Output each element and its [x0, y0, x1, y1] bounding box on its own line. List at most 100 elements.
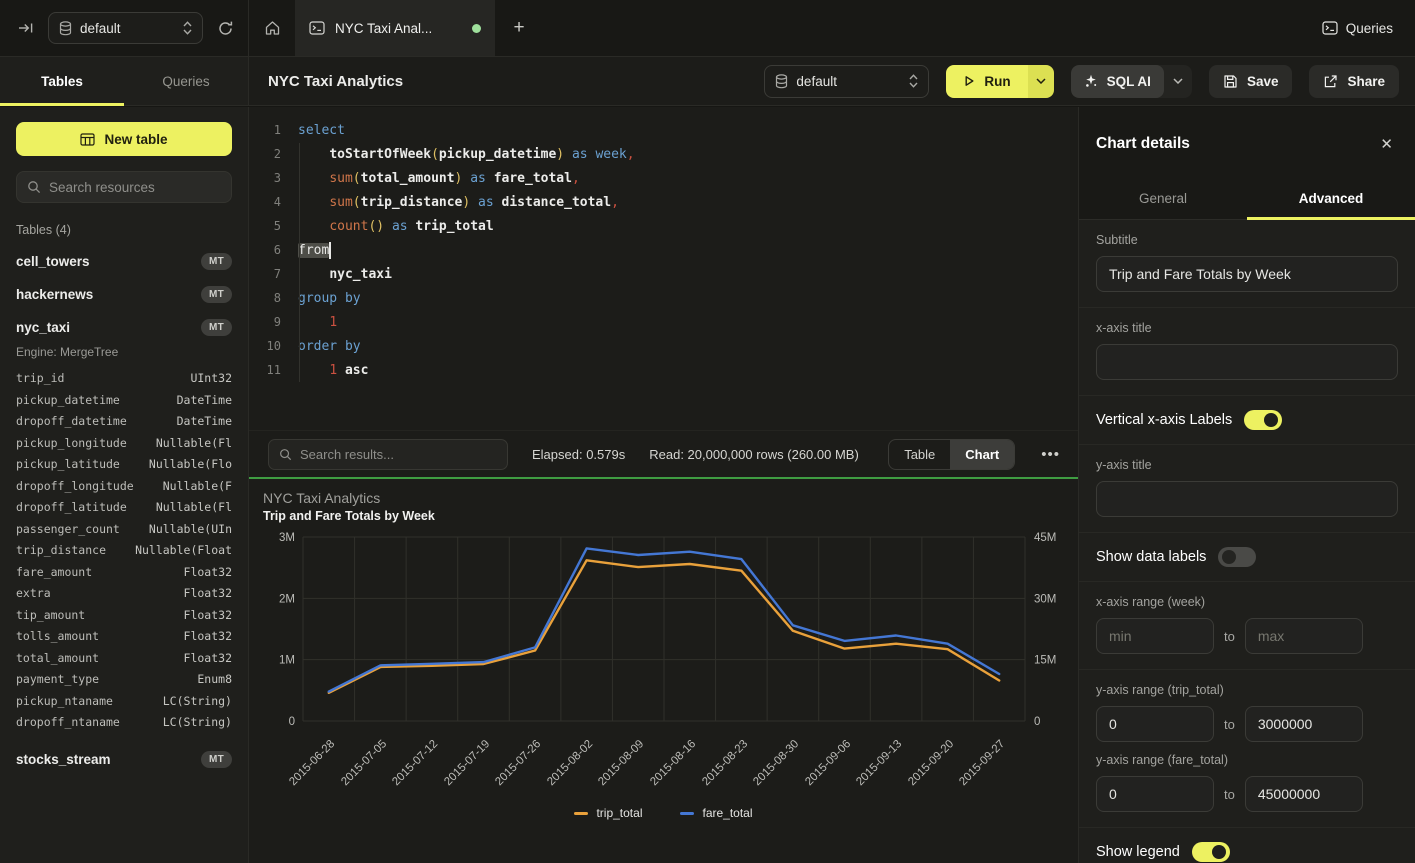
- close-icon[interactable]: ✕: [1380, 135, 1393, 153]
- sql-ai-options-button[interactable]: [1164, 65, 1192, 98]
- share-button[interactable]: Share: [1309, 64, 1399, 98]
- sidebar-tab-tables[interactable]: Tables: [0, 57, 124, 106]
- refresh-icon[interactable]: [217, 20, 234, 37]
- subtitle-input[interactable]: [1096, 256, 1398, 292]
- column-row: extra Float32: [16, 586, 232, 600]
- queries-button-label: Queries: [1345, 20, 1393, 36]
- x-axis-title-input[interactable]: [1096, 344, 1398, 380]
- x-axis-tick-label: 2015-08-16: [648, 738, 699, 789]
- table-row[interactable]: nyc_taxi MT: [16, 319, 232, 336]
- x-axis-tick-label: 2015-07-26: [493, 738, 544, 789]
- code-text: sum(total_amount) as fare_total,: [329, 170, 580, 186]
- sidebar-search-input[interactable]: [49, 179, 226, 195]
- x-range-min-input[interactable]: [1096, 618, 1214, 654]
- chart-details-panel: Chart details ✕ General Advanced Subtitl…: [1078, 107, 1415, 863]
- column-type: UInt32: [190, 371, 232, 385]
- y-range-fare-max-input[interactable]: [1244, 776, 1363, 812]
- data-labels-label: Show data labels: [1096, 549, 1207, 565]
- queries-button[interactable]: Queries: [1322, 21, 1393, 36]
- table-row[interactable]: cell_towers MT: [16, 253, 232, 270]
- column-type: Nullable(Float: [135, 543, 232, 557]
- sql-ai-button[interactable]: SQL AI: [1070, 64, 1164, 98]
- view-toggle-table[interactable]: Table: [889, 440, 950, 469]
- code-line: 4 sum(trip_distance) as distance_total,: [249, 190, 1078, 214]
- chart-details-tabs: General Advanced: [1079, 180, 1415, 220]
- sidebar-tab-queries-label: Queries: [162, 73, 210, 89]
- code-text: from: [298, 241, 332, 259]
- x-axis-tick-label: 2015-09-06: [802, 738, 853, 789]
- tab-advanced[interactable]: Advanced: [1247, 180, 1415, 220]
- x-axis-tick-label: 2015-07-19: [441, 738, 492, 789]
- y-range-trip-min-input[interactable]: [1096, 706, 1214, 742]
- sql-editor[interactable]: 1 select 2 toStartOfWeek(pickup_datetime) …: [249, 107, 1078, 430]
- legend-item[interactable]: fare_total: [680, 806, 753, 820]
- legend-label: trip_total: [596, 806, 643, 820]
- svg-text:1M: 1M: [279, 655, 295, 667]
- table-row[interactable]: stocks_stream MT: [16, 751, 232, 768]
- sidebar-tabs: Tables Queries: [0, 57, 249, 106]
- column-row: trip_id UInt32: [16, 371, 232, 385]
- toggle-knob: [1211, 845, 1226, 859]
- column-row: pickup_ntaname LC(String): [16, 694, 232, 708]
- y-range-trip-inputs: to: [1096, 706, 1398, 742]
- table-name: cell_towers: [16, 254, 90, 269]
- line-number: 6: [273, 243, 281, 257]
- run-database-selector[interactable]: default: [764, 64, 930, 98]
- database-icon: [775, 73, 788, 89]
- chart-plot[interactable]: 0 0 1M 15M 2M 30M 3M 45M 2015-06-28 2015-07-05 20…: [263, 529, 1064, 820]
- column-row: passenger_count Nullable(UIn: [16, 522, 232, 536]
- save-button[interactable]: Save: [1208, 64, 1293, 98]
- engine-badge: MT: [200, 286, 232, 303]
- select-chevrons-icon: [909, 74, 918, 88]
- code-line: 3 sum(total_amount) as fare_total,: [249, 166, 1078, 190]
- topbar-left: default: [0, 0, 249, 56]
- y-range-trip-to-label: to: [1224, 716, 1235, 732]
- column-row: pickup_latitude Nullable(Flo: [16, 457, 232, 471]
- svg-text:0: 0: [289, 716, 295, 728]
- y-range-fare-to-label: to: [1224, 786, 1235, 802]
- y-range-trip-label: y-axis range (trip_total): [1096, 683, 1224, 697]
- column-name: trip_distance: [16, 543, 107, 557]
- run-options-button[interactable]: [1027, 64, 1054, 98]
- database-icon: [59, 20, 72, 36]
- y-axis-title-section: y-axis title: [1079, 445, 1415, 533]
- share-button-label: Share: [1347, 73, 1385, 89]
- engine-label: Engine: MergeTree: [16, 345, 119, 359]
- chart-legend: trip_total fare_total: [263, 806, 1064, 820]
- read-stat: Read: 20,000,000 rows (260.00 MB): [649, 446, 859, 462]
- more-options-icon[interactable]: •••: [1041, 445, 1060, 463]
- editor-tab[interactable]: NYC Taxi Anal...: [295, 0, 495, 56]
- run-button[interactable]: Run: [946, 64, 1028, 98]
- subtitle-section: Subtitle: [1079, 220, 1415, 308]
- code-text: order by: [298, 338, 361, 354]
- x-range-max-input[interactable]: [1244, 618, 1363, 654]
- new-table-button[interactable]: New table: [16, 122, 232, 156]
- collapse-sidebar-icon[interactable]: [18, 21, 34, 35]
- line-chart: 0 0 1M 15M 2M 30M 3M 45M: [279, 532, 1056, 728]
- legend-item[interactable]: trip_total: [574, 806, 642, 820]
- vertical-labels-row: Vertical x-axis Labels: [1079, 396, 1415, 445]
- table-row[interactable]: hackernews MT: [16, 286, 232, 303]
- results-search-input[interactable]: [300, 446, 497, 462]
- y-range-fare-min-input[interactable]: [1096, 776, 1214, 812]
- column-row: trip_distance Nullable(Float: [16, 543, 232, 557]
- tab-general[interactable]: General: [1079, 180, 1247, 219]
- column-row: dropoff_longitude Nullable(F: [16, 479, 232, 493]
- view-toggle-chart[interactable]: Chart: [950, 439, 1015, 469]
- sidebar-tab-queries[interactable]: Queries: [124, 57, 248, 105]
- terminal-icon: [309, 21, 325, 35]
- vertical-labels-toggle[interactable]: [1244, 410, 1283, 430]
- legend-dash-icon: [680, 811, 695, 815]
- database-selector[interactable]: default: [48, 12, 203, 44]
- column-name: pickup_ntaname: [16, 693, 113, 708]
- y-range-trip-max-input[interactable]: [1244, 706, 1363, 742]
- home-button[interactable]: [249, 0, 295, 56]
- column-name: dropoff_longitude: [16, 478, 134, 493]
- new-tab-button[interactable]: +: [513, 17, 525, 38]
- show-legend-toggle[interactable]: [1191, 842, 1230, 862]
- data-labels-toggle[interactable]: [1218, 547, 1257, 567]
- column-row: fare_amount Float32: [16, 565, 232, 579]
- column-type: LC(String): [162, 715, 232, 729]
- view-toggle-table-label: Table: [904, 446, 936, 462]
- y-axis-title-input[interactable]: [1096, 481, 1398, 517]
